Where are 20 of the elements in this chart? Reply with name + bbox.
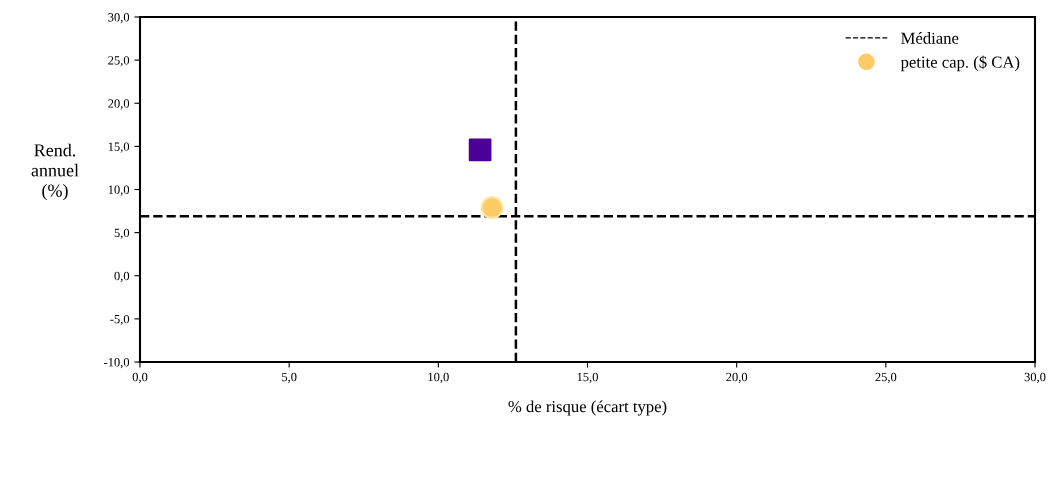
y-tick-label: 30,0	[108, 13, 130, 24]
x-tick-label: 0,0	[132, 372, 148, 384]
x-tick-label: 30,0	[1024, 372, 1046, 384]
x-axis-title: % de risque (écart type)	[508, 400, 667, 416]
y-tick-label: -10,0	[104, 358, 130, 369]
y-tick-label: 10,0	[108, 185, 130, 196]
x-tick-label: 5,0	[282, 372, 297, 384]
y-tick-label: 25,0	[108, 56, 130, 67]
x-tick-label: 10,0	[428, 372, 449, 384]
y-tick-label: 15,0	[108, 142, 130, 153]
y-tick-label: 5,0	[114, 228, 130, 239]
legend-label: Médiane	[901, 32, 959, 44]
legend-label: petite cap. ($ CA)	[900, 55, 1020, 72]
y-tick-label: -5,0	[110, 314, 130, 326]
y-axis-title: Rend. annuel (%)	[31, 143, 79, 201]
y-tick-label: 20,0	[108, 99, 130, 110]
x-tick-label: 15,0	[577, 372, 598, 384]
x-tick-label: 20,0	[726, 372, 748, 384]
x-tick-label: 25,0	[875, 372, 897, 384]
y-tick-label: 0,0	[114, 271, 130, 283]
